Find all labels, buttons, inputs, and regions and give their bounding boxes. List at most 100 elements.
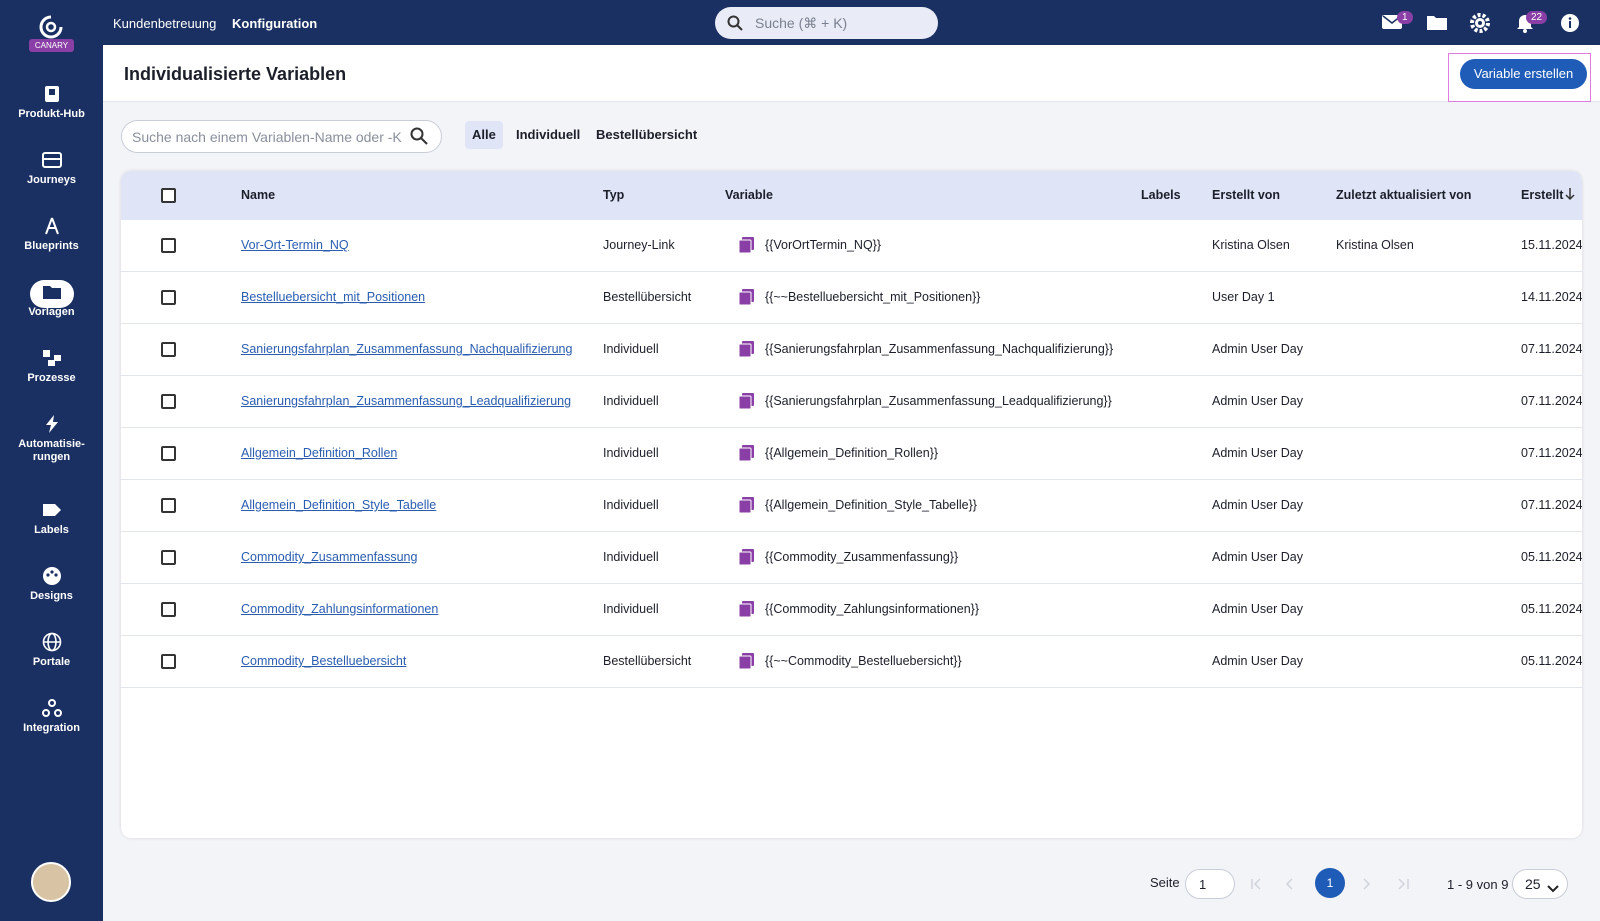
settings-icon[interactable] xyxy=(1470,13,1490,33)
created-by: Admin User Day xyxy=(1212,446,1303,460)
name-link[interactable]: Bestelluebersicht_mit_Positionen xyxy=(241,290,426,304)
table-row: Commodity_Bestelluebersicht Bestellübersi… xyxy=(121,636,1582,688)
table-row: Bestelluebersicht_mit_Positionen Bestellü… xyxy=(121,272,1582,324)
created: 14.11.2024 1 xyxy=(1521,290,1582,304)
created-by: User Day 1 xyxy=(1212,290,1275,304)
created-by: Admin User Day xyxy=(1212,602,1303,616)
table-row: Sanierungsfahrplan_Zusammenfassung_Nachq… xyxy=(121,324,1582,376)
variable: {{~~Commodity_Bestelluebersicht}} xyxy=(765,654,962,668)
copy-icon[interactable] xyxy=(738,289,754,310)
type: Individuell xyxy=(603,394,659,408)
page-size[interactable]: 25 xyxy=(1512,869,1568,899)
page-input[interactable]: 1 xyxy=(1185,869,1235,899)
sidebar-item[interactable]: Vorlagen xyxy=(0,282,103,319)
sidebar-item[interactable]: Journeys xyxy=(0,150,103,187)
copy-icon[interactable] xyxy=(738,341,754,362)
sidebar-icon xyxy=(41,699,62,717)
sidebar-icon xyxy=(42,504,61,516)
name-link[interactable]: Vor-Ort-Termin_NQ xyxy=(241,238,349,252)
created: 15.11.2024 1 xyxy=(1521,238,1582,252)
notification-badge: 22 xyxy=(1526,11,1548,24)
global-search[interactable]: Suche (⌘ + K) xyxy=(715,7,938,39)
table-row: Commodity_Zusammenfassung Individuell {{Co… xyxy=(121,532,1582,584)
type: Journey-Link xyxy=(603,238,675,252)
nav-link[interactable]: Konfiguration xyxy=(232,16,318,31)
table: Name Typ Variable Labels Erstellt von Zuletzt… xyxy=(121,171,1582,838)
variable: {{Sanierungsfahrplan_Zusammenfassung_Nac… xyxy=(765,342,1114,356)
sidebar-label: Vorlagen xyxy=(28,306,75,318)
sidebar-item[interactable]: Produkt-Hub xyxy=(0,84,103,121)
filter-tab[interactable]: Bestellübersicht xyxy=(596,127,698,142)
copy-icon[interactable] xyxy=(738,601,754,622)
row-checkbox[interactable] xyxy=(161,290,176,305)
page-header xyxy=(103,45,1600,102)
sidebar-label: Automatisie-rungen xyxy=(18,438,85,463)
current-page[interactable]: 1 xyxy=(1315,868,1345,898)
name-link[interactable]: Sanierungsfahrplan_Zusammenfassung_Nachq… xyxy=(241,342,573,356)
name-link[interactable]: Allgemein_Definition_Rollen xyxy=(241,446,398,460)
name-link[interactable]: Allgemein_Definition_Style_Tabelle xyxy=(241,498,437,512)
avatar[interactable] xyxy=(31,862,71,902)
sidebar-item[interactable]: Automatisie-rungen xyxy=(0,414,103,464)
sidebar-item[interactable]: Integration xyxy=(0,698,103,735)
sidebar-item[interactable]: Blueprints xyxy=(0,216,103,253)
sidebar-icon xyxy=(41,152,62,168)
row-checkbox[interactable] xyxy=(161,446,176,461)
copy-icon[interactable] xyxy=(738,549,754,570)
name-link[interactable]: Commodity_Zusammenfassung xyxy=(241,550,418,564)
sort-icon xyxy=(1564,187,1576,206)
column-header: Typ xyxy=(603,188,625,202)
sidebar-item[interactable]: Prozesse xyxy=(0,348,103,385)
created: 07.11.2024 1 xyxy=(1521,446,1582,460)
sidebar: CANARY Produkt-Hub Journeys Blueprints Vorl… xyxy=(0,0,103,921)
select-all-checkbox[interactable] xyxy=(161,188,176,203)
row-checkbox[interactable] xyxy=(161,550,176,565)
row-checkbox[interactable] xyxy=(161,394,176,409)
folder-icon[interactable] xyxy=(1427,14,1447,30)
logo xyxy=(39,15,63,39)
column-header: Name xyxy=(241,188,276,202)
nav-link[interactable]: Kundenbetreuung xyxy=(113,16,217,31)
filter-tab[interactable]: Individuell xyxy=(516,127,581,142)
sidebar-item[interactable]: Designs xyxy=(0,566,103,603)
type: Bestellübersicht xyxy=(603,290,692,304)
sidebar-label: Prozesse xyxy=(27,372,76,384)
copy-icon[interactable] xyxy=(738,393,754,414)
copy-icon[interactable] xyxy=(738,497,754,518)
table-row: Sanierungsfahrplan_Zusammenfassung_Leadq… xyxy=(121,376,1582,428)
sidebar-label: Labels xyxy=(34,524,69,536)
row-checkbox[interactable] xyxy=(161,602,176,617)
filter-tab[interactable]: Alle xyxy=(465,121,503,149)
table-row: Allgemein_Definition_Style_Tabelle Indivi… xyxy=(121,480,1582,532)
sidebar-label: Produkt-Hub xyxy=(18,108,85,120)
name-link[interactable]: Commodity_Zahlungsinformationen xyxy=(241,602,439,616)
search-icon xyxy=(410,127,428,145)
row-checkbox[interactable] xyxy=(161,238,176,253)
row-checkbox[interactable] xyxy=(161,342,176,357)
sidebar-icon xyxy=(42,567,61,585)
sidebar-icon xyxy=(45,415,58,433)
name-link[interactable]: Commodity_Bestelluebersicht xyxy=(241,654,407,668)
type: Individuell xyxy=(603,498,659,512)
name-link[interactable]: Sanierungsfahrplan_Zusammenfassung_Leadq… xyxy=(241,394,572,408)
create-button[interactable]: Variable erstellen xyxy=(1460,59,1587,89)
info-icon[interactable] xyxy=(1560,13,1580,33)
sidebar-item[interactable]: Portale xyxy=(0,632,103,669)
column-header[interactable]: Erstellt xyxy=(1521,188,1564,202)
copy-icon[interactable] xyxy=(738,653,754,674)
sidebar-label: Integration xyxy=(23,722,80,734)
sidebar-label: Journeys xyxy=(27,174,76,186)
sidebar-item[interactable]: Labels xyxy=(0,500,103,537)
search-icon xyxy=(727,15,743,31)
page-label: Seite xyxy=(1150,875,1180,890)
row-checkbox[interactable] xyxy=(161,654,176,669)
copy-icon[interactable] xyxy=(738,237,754,258)
row-checkbox[interactable] xyxy=(161,498,176,513)
variable: {{Sanierungsfahrplan_Zusammenfassung_Lea… xyxy=(765,394,1112,408)
copy-icon[interactable] xyxy=(738,445,754,466)
filter-search[interactable]: Suche nach einem Variablen-Name oder -K xyxy=(121,120,442,153)
created-by: Admin User Day xyxy=(1212,550,1303,564)
column-header: Erstellt von xyxy=(1212,188,1281,202)
page-range: 1 - 9 von 9 xyxy=(1447,877,1509,892)
